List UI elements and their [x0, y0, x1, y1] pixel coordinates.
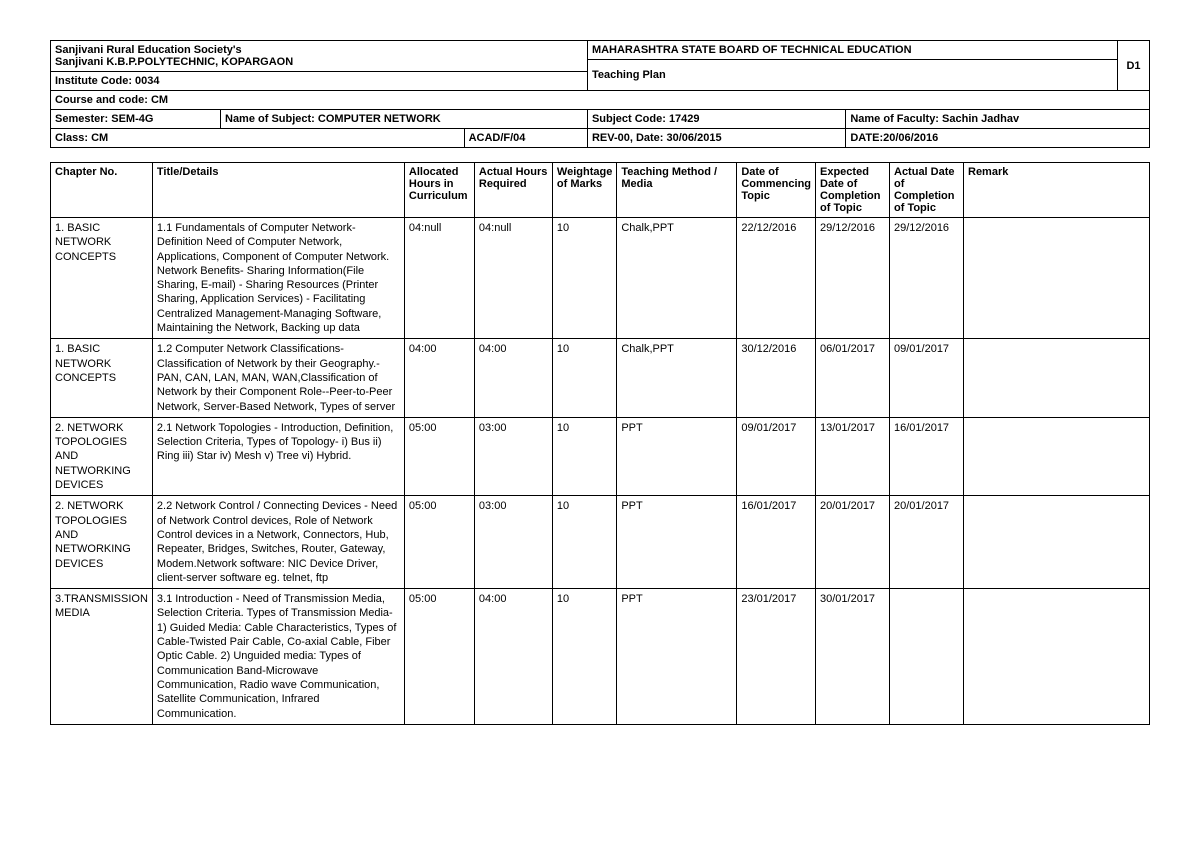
cell-method: Chalk,PPT	[617, 339, 737, 417]
table-header-row: Chapter No. Title/Details Allocated Hour…	[51, 163, 1150, 218]
plan-title: Teaching Plan	[587, 60, 1117, 91]
table-row: 2. NETWORK TOPOLOGIES AND NETWORKING DEV…	[51, 496, 1150, 589]
cell-title: 1.1 Fundamentals of Computer Network-Def…	[152, 218, 404, 339]
cell-chapter: 2. NETWORK TOPOLOGIES AND NETWORKING DEV…	[51, 417, 153, 495]
cell-actdate	[890, 589, 964, 725]
board-name: MAHARASHTRA STATE BOARD OF TECHNICAL EDU…	[587, 41, 1117, 60]
cell-actual: 03:00	[474, 417, 552, 495]
cell-weightage: 10	[552, 496, 616, 589]
cell-chapter: 3.TRANSMISSION MEDIA	[51, 589, 153, 725]
cell-expected: 30/01/2017	[816, 589, 890, 725]
cell-chapter: 1. BASIC NETWORK CONCEPTS	[51, 339, 153, 417]
institute-name: Sanjivani K.B.P.POLYTECHNIC, KOPARGAON	[55, 56, 583, 68]
cell-datecomm: 16/01/2017	[737, 496, 816, 589]
cell-chapter: 2. NETWORK TOPOLOGIES AND NETWORKING DEV…	[51, 496, 153, 589]
col-allocated: Allocated Hours in Curriculum	[404, 163, 474, 218]
cell-method: PPT	[617, 496, 737, 589]
cell-actual: 03:00	[474, 496, 552, 589]
rev-label: REV-00, Date: 30/06/2015	[587, 129, 845, 148]
cell-actual: 04:null	[474, 218, 552, 339]
cell-allocated: 05:00	[404, 496, 474, 589]
doc-code: D1	[1118, 41, 1150, 91]
cell-remark	[964, 339, 1150, 417]
cell-expected: 29/12/2016	[816, 218, 890, 339]
cell-actual: 04:00	[474, 589, 552, 725]
cell-chapter: 1. BASIC NETWORK CONCEPTS	[51, 218, 153, 339]
cell-method: PPT	[617, 417, 737, 495]
header-table: Sanjivani Rural Education Society's Sanj…	[50, 40, 1150, 148]
semester: Semester: SEM-4G	[51, 110, 221, 129]
institute-code: Institute Code: 0034	[51, 72, 588, 91]
cell-title: 2.1 Network Topologies - Introduction, D…	[152, 417, 404, 495]
cell-expected: 20/01/2017	[816, 496, 890, 589]
cell-method: Chalk,PPT	[617, 218, 737, 339]
col-actdate: Actual Date of Completion of Topic	[890, 163, 964, 218]
class-label: Class: CM	[51, 129, 465, 148]
cell-datecomm: 09/01/2017	[737, 417, 816, 495]
subject-code: Subject Code: 17429	[587, 110, 845, 129]
course-code: Course and code: CM	[51, 91, 1150, 110]
cell-remark	[964, 417, 1150, 495]
table-row: 3.TRANSMISSION MEDIA3.1 Introduction - N…	[51, 589, 1150, 725]
cell-remark	[964, 589, 1150, 725]
cell-title: 3.1 Introduction - Need of Transmission …	[152, 589, 404, 725]
table-row: 1. BASIC NETWORK CONCEPTS1.2 Computer Ne…	[51, 339, 1150, 417]
col-datecomm: Date of Commencing Topic	[737, 163, 816, 218]
cell-allocated: 05:00	[404, 417, 474, 495]
cell-weightage: 10	[552, 417, 616, 495]
cell-actual: 04:00	[474, 339, 552, 417]
cell-datecomm: 23/01/2017	[737, 589, 816, 725]
col-actual: Actual Hours Required	[474, 163, 552, 218]
society-name: Sanjivani Rural Education Society's	[55, 44, 583, 56]
cell-actdate: 09/01/2017	[890, 339, 964, 417]
cell-expected: 06/01/2017	[816, 339, 890, 417]
cell-allocated: 04:00	[404, 339, 474, 417]
cell-actdate: 20/01/2017	[890, 496, 964, 589]
faculty-name: Name of Faculty: Sachin Jadhav	[846, 110, 1150, 129]
cell-title: 1.2 Computer Network Classifications- Cl…	[152, 339, 404, 417]
cell-datecomm: 22/12/2016	[737, 218, 816, 339]
col-weightage: Weightage of Marks	[552, 163, 616, 218]
cell-actdate: 16/01/2017	[890, 417, 964, 495]
cell-remark	[964, 218, 1150, 339]
col-chapter: Chapter No.	[51, 163, 153, 218]
cell-title: 2.2 Network Control / Connecting Devices…	[152, 496, 404, 589]
cell-method: PPT	[617, 589, 737, 725]
date-label: DATE:20/06/2016	[846, 129, 1150, 148]
cell-datecomm: 30/12/2016	[737, 339, 816, 417]
cell-allocated: 04:null	[404, 218, 474, 339]
cell-actdate: 29/12/2016	[890, 218, 964, 339]
subject-name: Name of Subject: COMPUTER NETWORK	[221, 110, 588, 129]
cell-weightage: 10	[552, 589, 616, 725]
cell-weightage: 10	[552, 339, 616, 417]
col-expected: Expected Date of Completion of Topic	[816, 163, 890, 218]
col-title: Title/Details	[152, 163, 404, 218]
col-remark: Remark	[964, 163, 1150, 218]
cell-expected: 13/01/2017	[816, 417, 890, 495]
table-row: 2. NETWORK TOPOLOGIES AND NETWORKING DEV…	[51, 417, 1150, 495]
form-code: ACAD/F/04	[464, 129, 587, 148]
cell-weightage: 10	[552, 218, 616, 339]
table-row: 1. BASIC NETWORK CONCEPTS1.1 Fundamental…	[51, 218, 1150, 339]
cell-allocated: 05:00	[404, 589, 474, 725]
teaching-plan-table: Chapter No. Title/Details Allocated Hour…	[50, 162, 1150, 725]
cell-remark	[964, 496, 1150, 589]
col-method: Teaching Method / Media	[617, 163, 737, 218]
